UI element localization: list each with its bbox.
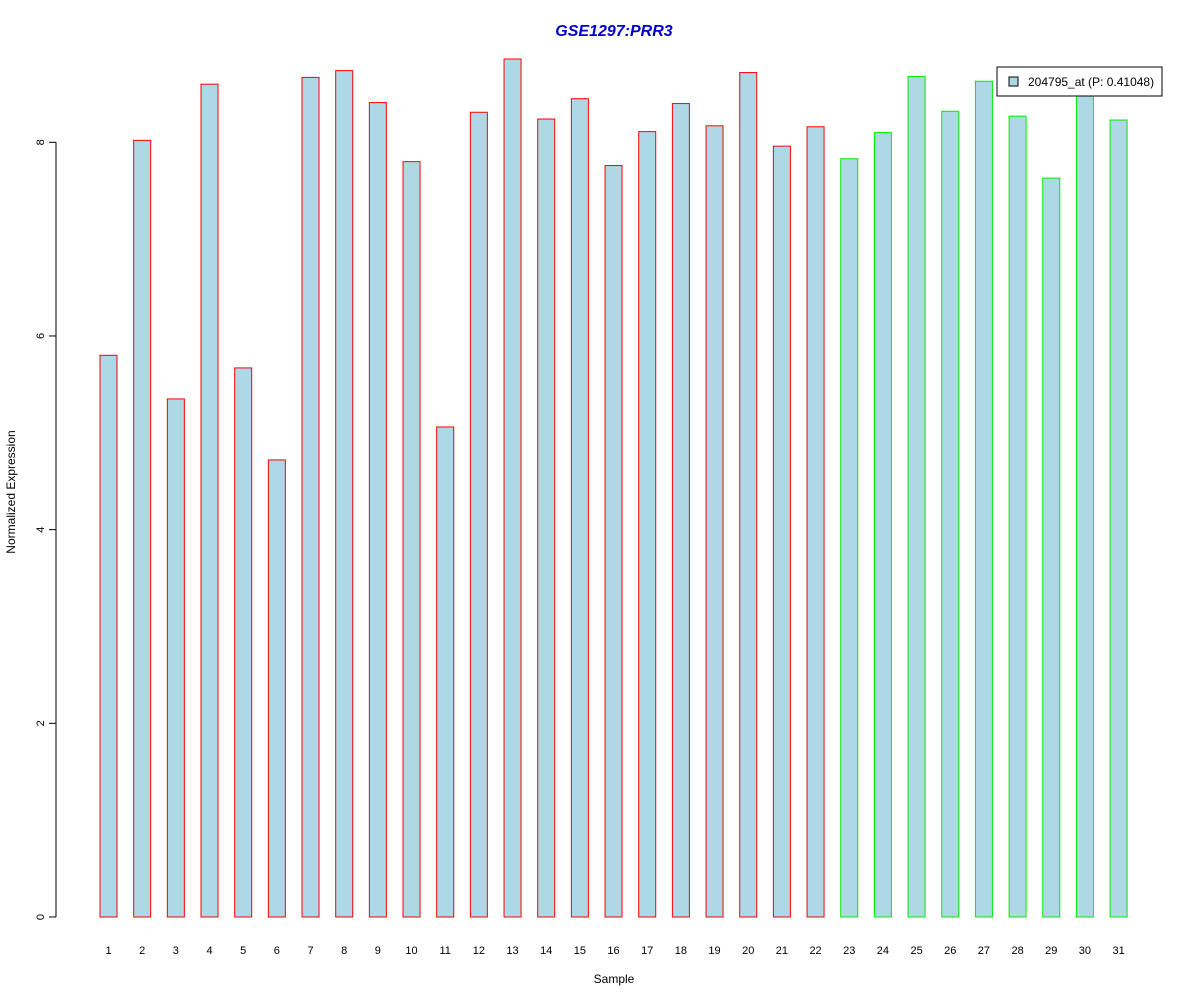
bar-sample-6: [267, 459, 286, 918]
x-tick-label: 1: [105, 945, 111, 957]
x-tick-label: 7: [307, 945, 313, 957]
bar-sample-3: [166, 398, 185, 918]
legend: 204795_at (P: 0.41048): [996, 66, 1163, 97]
bar-sample-17: [638, 131, 657, 918]
x-tick-label: 23: [843, 945, 855, 957]
y-tick-label: 8: [35, 139, 47, 145]
x-tick-label: 30: [1079, 945, 1091, 957]
bar-sample-27: [974, 80, 993, 918]
x-tick-label: 3: [173, 945, 179, 957]
bar-sample-14: [537, 118, 556, 918]
bar-sample-2: [133, 139, 152, 918]
bar-sample-29: [1042, 177, 1061, 918]
x-tick-label: 21: [776, 945, 788, 957]
x-tick-label: 31: [1112, 945, 1124, 957]
bar-sample-26: [941, 110, 960, 918]
bar-sample-19: [705, 125, 724, 918]
bar-sample-7: [301, 76, 320, 918]
x-tick-label: 10: [405, 945, 417, 957]
bar-sample-20: [739, 72, 758, 918]
y-tick-label: 0: [35, 914, 47, 920]
x-tick-label: 17: [641, 945, 653, 957]
bars-group: [99, 58, 1128, 918]
x-tick-label: 5: [240, 945, 246, 957]
x-tick-label: 12: [473, 945, 485, 957]
x-tick-label: 20: [742, 945, 754, 957]
chart-title: GSE1297:PRR3: [555, 23, 672, 40]
x-tick-label: 14: [540, 945, 552, 957]
x-tick-label: 28: [1011, 945, 1023, 957]
bar-sample-11: [436, 426, 455, 918]
y-axis-title: Normalized Expression: [4, 430, 18, 553]
bar-sample-16: [604, 165, 623, 918]
x-tick-label: 22: [809, 945, 821, 957]
bar-sample-31: [1109, 119, 1128, 918]
x-tick-label: 9: [375, 945, 381, 957]
bar-sample-30: [1075, 94, 1094, 918]
x-tick-label: 26: [944, 945, 956, 957]
x-tick-label: 19: [708, 945, 720, 957]
bar-sample-21: [772, 145, 791, 918]
legend-box: [996, 66, 1163, 97]
x-tick-label: 29: [1045, 945, 1057, 957]
x-tick-label: 13: [506, 945, 518, 957]
bar-sample-5: [234, 367, 253, 918]
bar-sample-10: [402, 161, 421, 918]
bar-sample-9: [368, 102, 387, 918]
bar-sample-18: [671, 103, 690, 918]
x-tick-label: 25: [910, 945, 922, 957]
bar-sample-8: [335, 70, 354, 918]
x-tick-labels: 1 2 3 4 5 6 7 8 9 10 11 12 13 14 15 16 17 18 19 20 21 22 23 24 2…: [105, 945, 1124, 957]
y-tick-label: 4: [35, 527, 47, 533]
legend-entry-label: 204795_at (P: 0.41048): [1028, 75, 1154, 89]
x-tick-label: 4: [206, 945, 212, 957]
bar-sample-23: [840, 158, 859, 918]
y-axis: 0 2 4 6 8: [35, 139, 57, 920]
bar-sample-12: [469, 111, 488, 918]
bar-sample-28: [1008, 115, 1027, 918]
x-tick-label: 15: [574, 945, 586, 957]
x-tick-label: 8: [341, 945, 347, 957]
x-tick-label: 6: [274, 945, 280, 957]
x-tick-label: 11: [439, 945, 450, 957]
x-tick-label: 16: [607, 945, 619, 957]
y-tick-label: 6: [35, 333, 47, 339]
bar-sample-22: [806, 126, 825, 918]
bar-sample-4: [200, 83, 219, 918]
bar-sample-1: [99, 354, 118, 918]
bar-sample-24: [873, 132, 892, 918]
x-tick-label: 24: [877, 945, 889, 957]
x-axis-title: Sample: [594, 972, 635, 986]
bar-sample-15: [570, 98, 589, 918]
y-tick-label: 2: [35, 720, 47, 726]
legend-swatch: [1008, 76, 1019, 87]
x-tick-label: 2: [139, 945, 145, 957]
bar-sample-13: [503, 58, 522, 918]
bar-sample-25: [907, 75, 926, 918]
x-tick-label: 27: [978, 945, 990, 957]
x-tick-label: 18: [675, 945, 687, 957]
